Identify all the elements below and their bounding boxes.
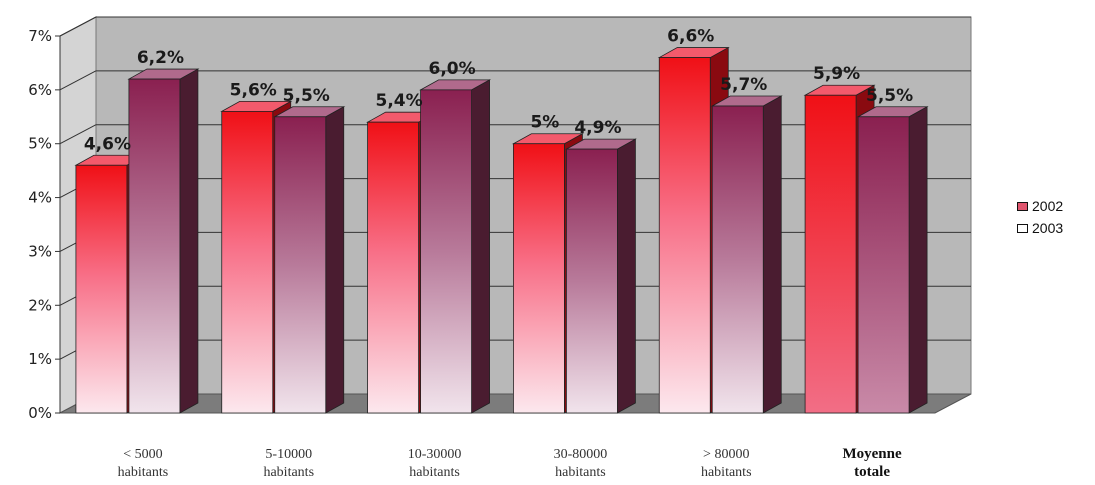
bar-2002-5 [804,94,857,414]
x-category-label-4: > 80000 habitants [701,447,752,480]
bar-2003-0 [128,78,181,414]
x-category-line: habitants [701,465,752,480]
legend: 2002 2003 [1017,195,1063,239]
data-label-2002-5: 5,9% [813,64,860,84]
bar-side-2003-2 [471,79,490,414]
bar-2002-1 [221,111,274,414]
legend-label-2002: 2002 [1032,198,1064,214]
x-category-line: habitants [555,465,606,480]
x-category-label-5: Moyenne totale [842,446,902,480]
data-label-2003-3: 4,9% [574,118,621,138]
bar-side-2003-1 [325,106,345,414]
gridline-side [59,70,97,91]
bar-2002-3 [513,143,565,414]
legend-label-2003: 2003 [1032,220,1064,236]
y-tick-label: 5% [28,135,52,153]
y-tick-label: 4% [28,189,52,207]
x-category-line: habitants [118,465,169,480]
bar-2003-5 [857,116,910,414]
y-tick-label: 1% [28,350,52,368]
gridline-side [59,124,97,145]
bar-2002-0 [75,164,128,414]
legend-item-2002: 2002 [1017,195,1063,217]
x-category-line: 10-30000 [408,447,462,462]
x-category-line: < 5000 [123,447,162,462]
bar-2002-4 [658,57,711,414]
bar-2002-2 [367,121,419,414]
legend-swatch-2003 [1017,223,1028,233]
bar-side-2003-4 [762,95,782,414]
data-label-2002-4: 6,6% [667,27,714,47]
x-category-line: totale [854,464,890,480]
legend-item-2003: 2003 [1017,217,1063,239]
y-tick-label: 2% [28,296,52,314]
data-label-2003-0: 6,2% [137,48,184,68]
data-label-2003-4: 5,7% [720,75,767,95]
bar-side-2003-3 [617,138,636,414]
data-label-2003-1: 5,5% [283,86,330,106]
gridline-side [59,16,97,37]
y-tick-label: 7% [28,27,52,45]
x-category-line: Moyenne [842,446,902,462]
data-label-2003-2: 6,0% [429,59,476,79]
x-category-line: habitants [263,465,314,480]
data-label-2003-5: 5,5% [866,86,913,106]
x-category-line: 5-10000 [265,447,312,462]
x-category-line: habitants [409,465,460,480]
data-label-2002-1: 5,6% [230,80,277,100]
legend-swatch-2002 [1017,201,1028,211]
data-label-2002-2: 5,4% [376,91,423,111]
y-tick-label: 0% [28,404,52,422]
x-category-label-1: 5-10000 habitants [263,447,314,480]
bar-2003-3 [566,148,618,414]
data-label-2002-3: 5% [530,113,559,133]
bar-2003-1 [274,116,327,414]
data-label-2002-0: 4,6% [84,134,131,154]
y-tick-label: 3% [28,242,52,260]
x-category-label-0: < 5000 habitants [118,447,169,480]
x-category-label-2: 10-30000 habitants [408,447,462,480]
bar-2003-2 [420,89,472,414]
x-category-label-3: 30-80000 habitants [554,447,608,480]
x-category-line: 30-80000 [554,447,608,462]
bar-2003-4 [711,105,764,414]
bar-side-2003-5 [908,106,928,414]
y-tick-label: 6% [28,81,52,99]
bar-side-2003-0 [179,68,199,414]
x-category-line: > 80000 [703,447,749,462]
